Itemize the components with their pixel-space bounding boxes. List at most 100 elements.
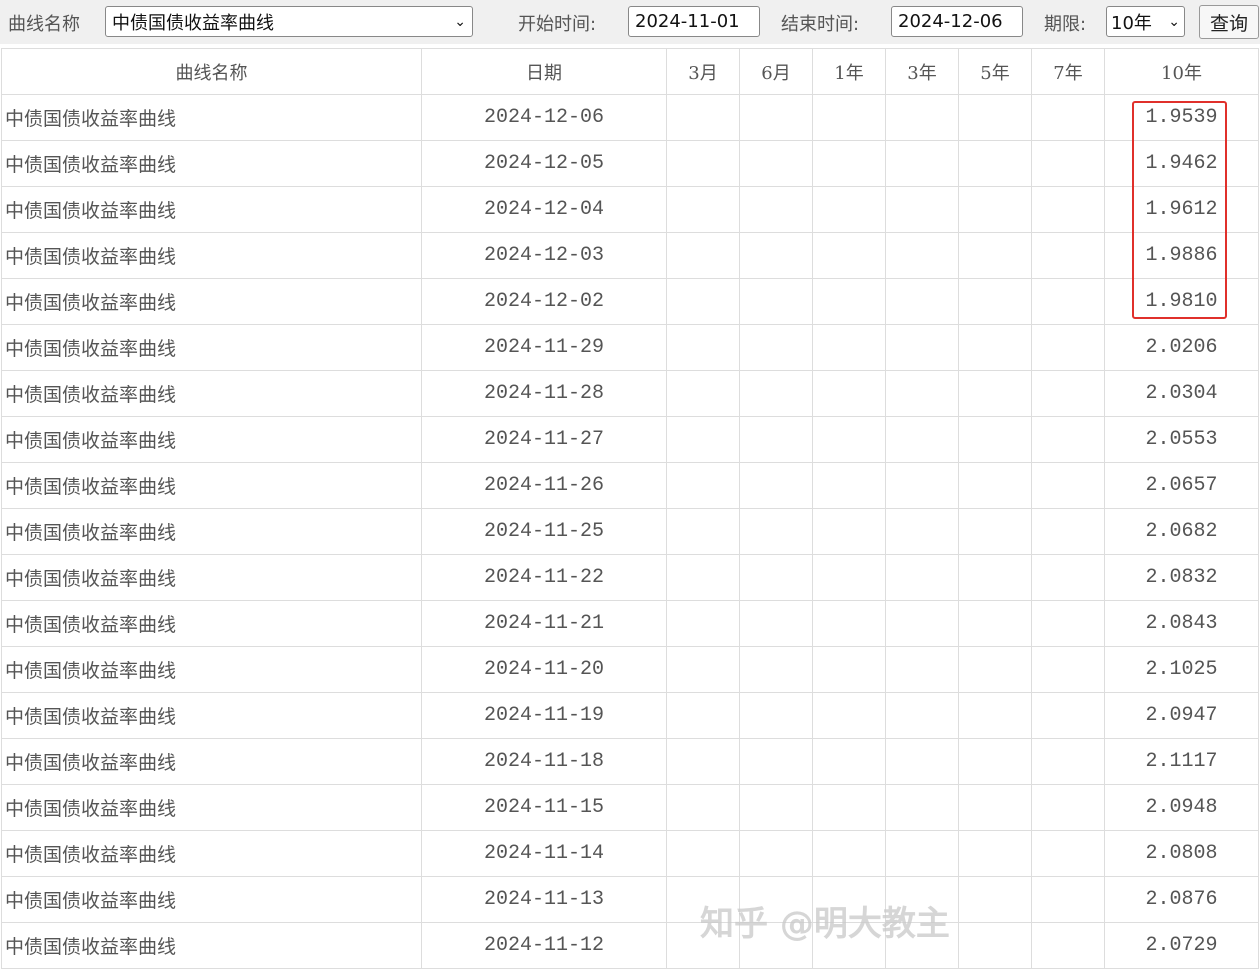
empty-cell [812, 232, 886, 279]
date-cell: 2024-11-25 [421, 508, 667, 555]
table-row: 中债国债收益率曲线 2024-11-29 2.0206 [1, 324, 1259, 371]
empty-cell [885, 784, 959, 831]
table-row: 中债国债收益率曲线 2024-12-05 1.9462 [1, 140, 1259, 187]
column-header: 3月 [666, 48, 740, 95]
empty-cell [812, 462, 886, 509]
curve-name-cell: 中债国债收益率曲线 [1, 830, 422, 877]
empty-cell [885, 324, 959, 371]
yield-10y-cell: 2.0553 [1104, 416, 1259, 463]
date-cell: 2024-12-06 [421, 94, 667, 141]
curve-name-cell: 中债国债收益率曲线 [1, 232, 422, 279]
empty-cell [666, 646, 740, 693]
table-row: 中债国债收益率曲线 2024-11-25 2.0682 [1, 508, 1259, 555]
curve-select-value: 中债国债收益率曲线 [112, 12, 274, 34]
empty-cell [812, 416, 886, 463]
empty-cell [958, 646, 1032, 693]
curve-name-cell: 中债国债收益率曲线 [1, 324, 422, 371]
empty-cell [666, 186, 740, 233]
yield-10y-cell: 2.0808 [1104, 830, 1259, 877]
empty-cell [739, 324, 813, 371]
table-header: 曲线名称 日期 3月 6月 1年 3年 5年 7年 10年 [1, 48, 1259, 95]
empty-cell [958, 186, 1032, 233]
empty-cell [885, 876, 959, 923]
date-cell: 2024-11-18 [421, 738, 667, 785]
table-row: 中债国债收益率曲线 2024-11-15 2.0948 [1, 784, 1259, 831]
table-row: 中债国债收益率曲线 2024-12-06 1.9539 [1, 94, 1259, 141]
table-row: 中债国债收益率曲线 2024-11-21 2.0843 [1, 600, 1259, 647]
empty-cell [812, 600, 886, 647]
yield-10y-cell: 2.1117 [1104, 738, 1259, 785]
curve-name-cell: 中债国债收益率曲线 [1, 692, 422, 739]
curve-name-cell: 中债国债收益率曲线 [1, 922, 422, 969]
column-header: 3年 [885, 48, 959, 95]
empty-cell [885, 830, 959, 877]
date-cell: 2024-11-29 [421, 324, 667, 371]
date-cell: 2024-11-21 [421, 600, 667, 647]
empty-cell [666, 278, 740, 325]
empty-cell [958, 876, 1032, 923]
curve-select[interactable]: 中债国债收益率曲线 ⌄ [105, 6, 473, 37]
empty-cell [1031, 232, 1105, 279]
empty-cell [1031, 876, 1105, 923]
empty-cell [958, 922, 1032, 969]
empty-cell [739, 554, 813, 601]
column-header: 10年 [1104, 48, 1259, 95]
empty-cell [812, 186, 886, 233]
empty-cell [885, 508, 959, 555]
empty-cell [1031, 278, 1105, 325]
date-cell: 2024-11-28 [421, 370, 667, 417]
table-row: 中债国债收益率曲线 2024-12-04 1.9612 [1, 186, 1259, 233]
curve-name-cell: 中债国债收益率曲线 [1, 416, 422, 463]
table-row: 中债国债收益率曲线 2024-11-28 2.0304 [1, 370, 1259, 417]
start-date-input[interactable]: 2024-11-01 [628, 6, 760, 37]
curve-name-cell: 中债国债收益率曲线 [1, 784, 422, 831]
empty-cell [812, 922, 886, 969]
empty-cell [666, 554, 740, 601]
empty-cell [1031, 324, 1105, 371]
yield-10y-cell: 2.0657 [1104, 462, 1259, 509]
empty-cell [812, 324, 886, 371]
empty-cell [958, 278, 1032, 325]
empty-cell [885, 922, 959, 969]
empty-cell [666, 830, 740, 877]
yield-table: 曲线名称 日期 3月 6月 1年 3年 5年 7年 10年 中债国债收益率曲线 2024-12-0… [1, 48, 1259, 969]
start-label: 开始时间: [518, 14, 597, 35]
empty-cell [739, 370, 813, 417]
empty-cell [885, 692, 959, 739]
empty-cell [739, 784, 813, 831]
empty-cell [885, 186, 959, 233]
column-header: 日期 [421, 48, 667, 95]
empty-cell [958, 784, 1032, 831]
empty-cell [812, 370, 886, 417]
empty-cell [739, 278, 813, 325]
empty-cell [666, 324, 740, 371]
empty-cell [666, 232, 740, 279]
empty-cell [739, 738, 813, 785]
empty-cell [666, 600, 740, 647]
query-button[interactable]: 查询 [1199, 5, 1259, 39]
empty-cell [739, 140, 813, 187]
empty-cell [739, 692, 813, 739]
date-cell: 2024-11-19 [421, 692, 667, 739]
table-row: 中债国债收益率曲线 2024-12-03 1.9886 [1, 232, 1259, 279]
yield-10y-cell: 2.0682 [1104, 508, 1259, 555]
empty-cell [958, 554, 1032, 601]
empty-cell [885, 94, 959, 141]
empty-cell [958, 692, 1032, 739]
curve-name-cell: 中债国债收益率曲线 [1, 186, 422, 233]
term-select[interactable]: 10年 ⌄ [1106, 6, 1185, 37]
empty-cell [666, 370, 740, 417]
table-row: 中债国债收益率曲线 2024-11-22 2.0832 [1, 554, 1259, 601]
chevron-down-icon: ⌄ [454, 13, 466, 30]
empty-cell [1031, 692, 1105, 739]
empty-cell [1031, 370, 1105, 417]
end-date-input[interactable]: 2024-12-06 [891, 6, 1023, 37]
empty-cell [885, 140, 959, 187]
empty-cell [812, 830, 886, 877]
end-label: 结束时间: [781, 14, 860, 35]
empty-cell [1031, 508, 1105, 555]
yield-10y-cell: 2.0948 [1104, 784, 1259, 831]
empty-cell [1031, 922, 1105, 969]
empty-cell [958, 140, 1032, 187]
empty-cell [1031, 462, 1105, 509]
